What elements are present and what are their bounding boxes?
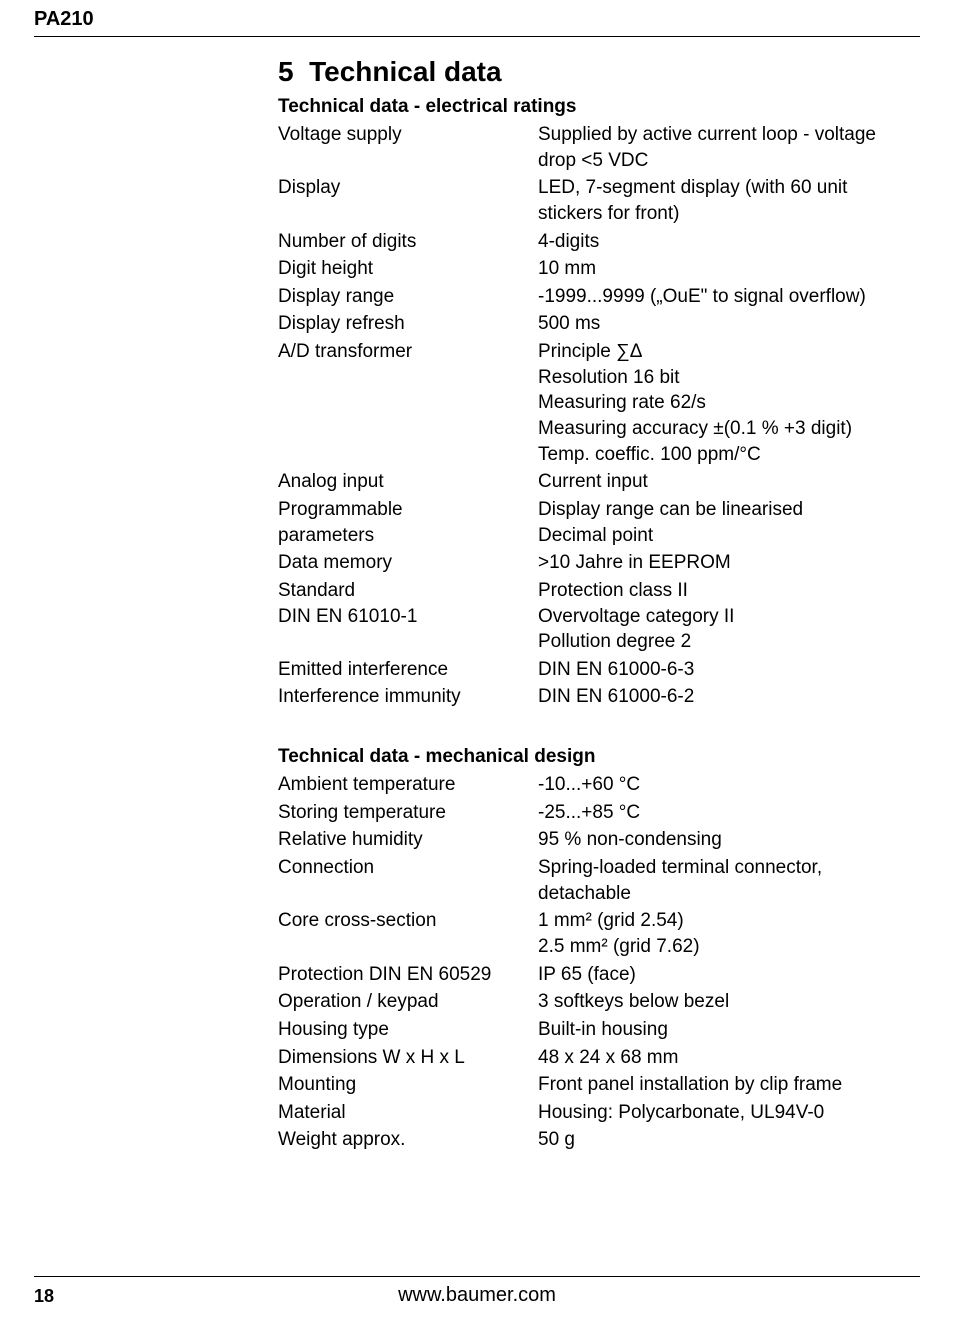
spec-row: Relative humidity95 % non-condensing [278,827,894,853]
spec-row: Operation / keypad3 softkeys below bezel [278,989,894,1015]
spec-row: Programmable parametersDisplay range can… [278,497,894,548]
spec-value: >10 Jahre in EEPROM [538,550,894,576]
section-title: 5 Technical data [278,56,894,88]
spec-row: MaterialHousing: Polycarbonate, UL94V-0 [278,1100,894,1126]
spec-label: Core cross-section [278,908,538,959]
spec-label: Programmable parameters [278,497,538,548]
spec-label: Interference immunity [278,684,538,710]
spec-row: Display range-1999...9999 („OuE" to sign… [278,284,894,310]
spec-value: -25...+85 °C [538,800,894,826]
section-heading: Technical data [309,56,501,87]
spec-value: LED, 7-segment display (with 60 unit sti… [538,175,894,226]
spec-row: Analog inputCurrent input [278,469,894,495]
spec-row: ConnectionSpring-loaded terminal connect… [278,855,894,906]
spec-value: 1 mm² (grid 2.54) 2.5 mm² (grid 7.62) [538,908,894,959]
spec-label: Standard DIN EN 61010-1 [278,578,538,655]
spec-value: 50 g [538,1127,894,1153]
spec-row: MountingFront panel installation by clip… [278,1072,894,1098]
spec-row: DisplayLED, 7-segment display (with 60 u… [278,175,894,226]
header-product-code: PA210 [34,8,94,31]
spec-value: DIN EN 61000-6-2 [538,684,894,710]
spec-value: 3 softkeys below bezel [538,989,894,1015]
spec-row: Housing typeBuilt-in housing [278,1017,894,1043]
spec-value: Principle ∑Δ Resolution 16 bit Measuring… [538,339,894,467]
spec-label: Housing type [278,1017,538,1043]
spec-label: A/D transformer [278,339,538,467]
content-area: 5 Technical data Technical data - electr… [278,56,894,1155]
spec-row: Weight approx.50 g [278,1127,894,1153]
spec-label: Emitted interference [278,657,538,683]
spec-row: Emitted interferenceDIN EN 61000-6-3 [278,657,894,683]
spec-label: Number of digits [278,229,538,255]
spec-value: -1999...9999 („OuE" to signal overflow) [538,284,894,310]
spec-label: Ambient temperature [278,772,538,798]
section-number: 5 [278,56,294,87]
spec-row: Protection DIN EN 60529IP 65 (face) [278,962,894,988]
spec-label: Digit height [278,256,538,282]
spec-value: IP 65 (face) [538,962,894,988]
spec-value: Supplied by active current loop - voltag… [538,122,894,173]
spec-value: 48 x 24 x 68 mm [538,1045,894,1071]
spec-value: 4-digits [538,229,894,255]
spec-label: Mounting [278,1072,538,1098]
mechanical-table: Ambient temperature-10...+60 °CStoring t… [278,772,894,1153]
spec-row: Interference immunityDIN EN 61000-6-2 [278,684,894,710]
spec-value: Display range can be linearised Decimal … [538,497,894,548]
spec-label: Voltage supply [278,122,538,173]
spec-label: Display range [278,284,538,310]
spec-label: Display refresh [278,311,538,337]
spec-label: Data memory [278,550,538,576]
header-rule [34,36,920,37]
spec-value: DIN EN 61000-6-3 [538,657,894,683]
spec-row: Standard DIN EN 61010-1Protection class … [278,578,894,655]
spec-label: Dimensions W x H x L [278,1045,538,1071]
spec-row: Digit height10 mm [278,256,894,282]
spec-label: Storing temperature [278,800,538,826]
spec-value: 95 % non-condensing [538,827,894,853]
spec-label: Operation / keypad [278,989,538,1015]
spec-label: Protection DIN EN 60529 [278,962,538,988]
electrical-table: Voltage supplySupplied by active current… [278,122,894,710]
spec-row: A/D transformerPrinciple ∑Δ Resolution 1… [278,339,894,467]
spec-label: Connection [278,855,538,906]
spec-label: Analog input [278,469,538,495]
spec-label: Weight approx. [278,1127,538,1153]
spec-row: Display refresh500 ms [278,311,894,337]
spec-row: Voltage supplySupplied by active current… [278,122,894,173]
spec-row: Number of digits4-digits [278,229,894,255]
spec-value: 500 ms [538,311,894,337]
spec-label: Relative humidity [278,827,538,853]
mechanical-heading: Technical data - mechanical design [278,746,894,768]
spec-label: Display [278,175,538,226]
footer-rule [34,1276,920,1277]
electrical-heading: Technical data - electrical ratings [278,96,894,118]
spec-label: Material [278,1100,538,1126]
spec-value: Spring-loaded terminal connector, detach… [538,855,894,906]
spec-value: Current input [538,469,894,495]
spec-value: Protection class II Overvoltage category… [538,578,894,655]
spec-value: -10...+60 °C [538,772,894,798]
spec-row: Data memory>10 Jahre in EEPROM [278,550,894,576]
spec-row: Ambient temperature-10...+60 °C [278,772,894,798]
spec-value: Front panel installation by clip frame [538,1072,894,1098]
spec-value: Built-in housing [538,1017,894,1043]
spec-value: Housing: Polycarbonate, UL94V-0 [538,1100,894,1126]
footer-url: www.baumer.com [0,1284,954,1307]
spec-row: Storing temperature-25...+85 °C [278,800,894,826]
spec-row: Dimensions W x H x L48 x 24 x 68 mm [278,1045,894,1071]
spec-row: Core cross-section1 mm² (grid 2.54) 2.5 … [278,908,894,959]
spec-value: 10 mm [538,256,894,282]
